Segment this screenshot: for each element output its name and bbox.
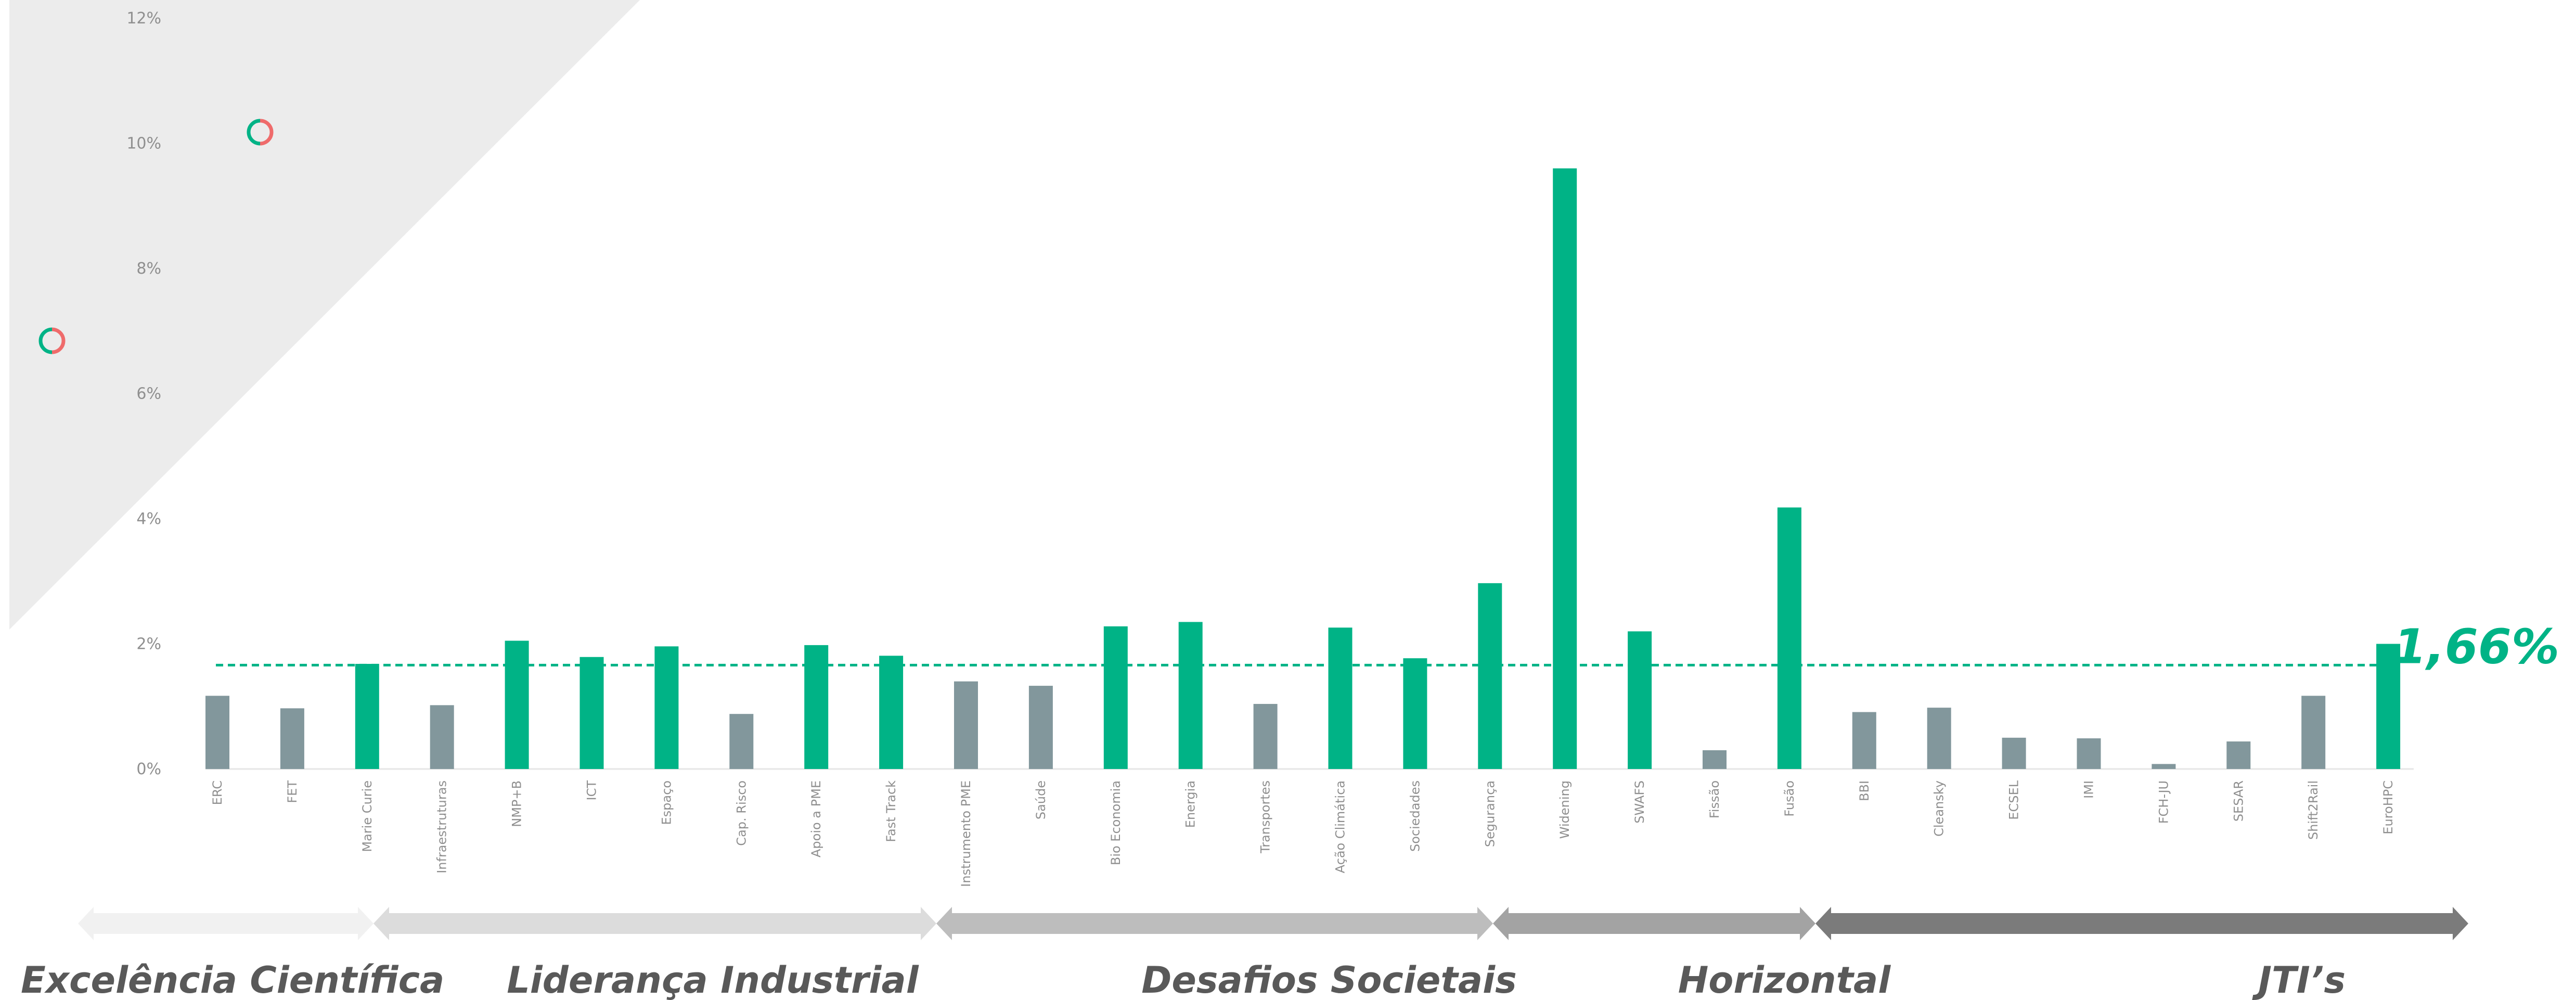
category-label: Fast Track [884,780,898,842]
logo-ring-icon [260,119,274,146]
bar [1777,507,1801,769]
category-label: Shift2Rail [2306,780,2321,840]
group-labels: Excelência Científica Liderança Industria… [21,959,2346,1000]
category-label: Fusão [1782,780,1797,817]
category-label: Widening [1557,780,1572,839]
bar [729,714,754,769]
group-arrow [373,907,936,940]
category-label: Instrumento PME [959,780,973,887]
category-label: Transportes [1258,780,1273,854]
logo-ring-icon [38,327,53,354]
bar [1703,750,1727,769]
bar [2152,764,2176,769]
category-label: Marie Curie [360,780,375,852]
category-labels: ERC FET Marie Curie Infraestruturas NMP+B ICT… [210,780,2395,887]
category-label: Cap. Risco [734,780,749,846]
bar [804,645,829,769]
logo-ring-icon [51,327,66,354]
group-label: JTI’s [2252,959,2346,1000]
bar [205,696,229,769]
category-label: Ação Climática [1333,780,1348,873]
bar [1403,658,1427,769]
category-label: ECSEL [2007,780,2021,819]
category-label: Bio Economia [1109,780,1123,865]
category-label: NMP+B [510,780,524,827]
bar [280,708,304,769]
group-arrow [1493,907,1815,940]
category-label: Energia [1183,780,1198,828]
group-label: Excelência Científica [21,959,444,1000]
logo-ring-icon [247,119,261,146]
group-arrows [78,907,2468,940]
category-label: SWAFS [1632,780,1647,824]
category-label: BBI [1857,780,1872,801]
group-label: Horizontal [1678,959,1891,1000]
category-label: EuroHPC [2381,780,2395,835]
bar [1478,583,1502,769]
category-label: Espaço [659,780,674,825]
y-tick-label: 2% [136,635,161,653]
bars [205,168,2401,770]
bar [654,646,679,769]
bar [2226,741,2251,769]
watermark-logo-group [38,119,274,354]
y-axis-tick-labels: 0% 2% 4% 6% 8% 10% 12% [126,9,161,778]
bar [2301,696,2326,769]
bar [579,657,604,769]
bar [1028,686,1053,769]
group-arrow [936,907,1493,940]
bar [954,681,978,769]
y-tick-label: 12% [126,9,161,28]
category-label: Sociedades [1408,780,1422,852]
category-label: IMI [2082,780,2096,799]
bar [1253,703,1278,769]
bar [1328,627,1353,769]
category-label: Cleansky [1932,780,1947,837]
group-label: Liderança Industrial [507,959,919,1000]
category-label: Infraestruturas [435,780,449,874]
category-label: ERC [210,780,225,805]
bar [355,663,379,769]
category-label: Apoio a PME [809,780,823,857]
bar [430,705,454,769]
y-tick-label: 4% [136,510,161,528]
reference-label: 1,66% [2393,619,2559,674]
category-label: FCH-JU [2156,780,2171,824]
y-tick-label: 8% [136,260,161,278]
bar [879,656,904,769]
bar [1553,168,1577,770]
bar [2077,738,2101,769]
category-label: Fissão [1707,780,1722,818]
y-tick-label: 6% [136,385,161,403]
y-tick-label: 0% [136,760,161,778]
group-arrow [1815,907,2468,940]
category-label: SESAR [2231,780,2246,822]
group-arrow [78,907,373,940]
bar [1628,631,1652,769]
bar [1178,622,1203,769]
category-label: ICT [585,780,599,801]
category-label: Saúde [1034,780,1048,819]
y-tick-label: 10% [126,135,161,153]
bar [1103,626,1128,769]
bar [1927,708,1951,769]
bar [505,640,529,769]
group-label: Desafios Societais [1141,959,1517,1000]
category-label: Segurança [1483,780,1497,847]
category-label: FET [285,780,300,803]
bar [2002,737,2026,769]
watermark-band [9,0,640,630]
bar [1852,712,1876,769]
